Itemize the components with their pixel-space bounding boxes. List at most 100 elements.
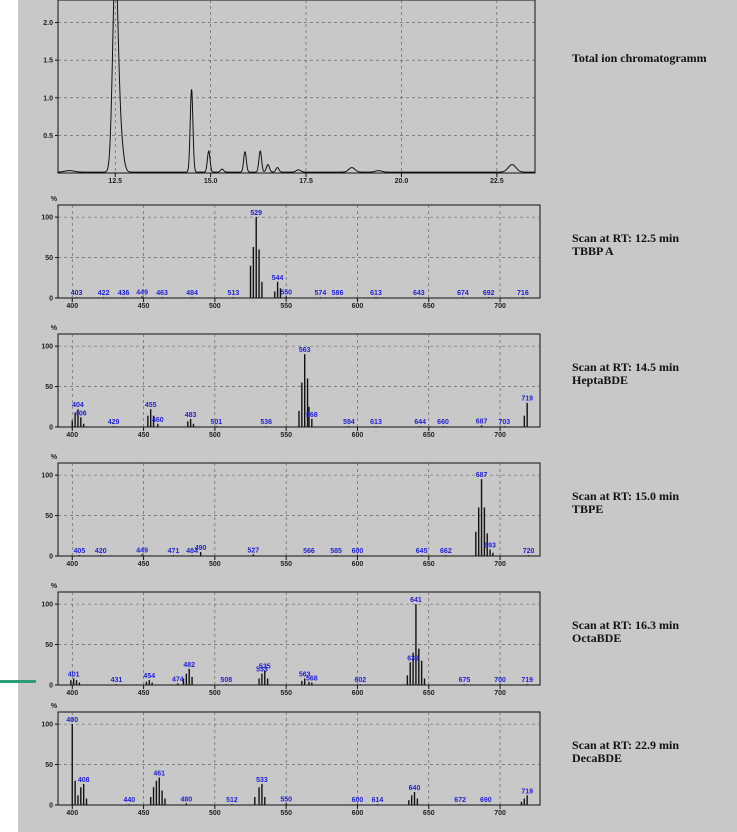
scan-12-5-x-tick-label: 400 xyxy=(66,303,78,310)
scan-22-9-x-tick-label: 400 xyxy=(66,810,78,817)
scan-15-0-x-tick-label: 650 xyxy=(423,561,435,568)
scan-22-9-plot-frame xyxy=(57,711,541,806)
scan-22-9-x-tick-label: 450 xyxy=(138,810,150,817)
scan-15-0-x-tick-label: 450 xyxy=(138,561,150,568)
tic-side-label: Total ion chromatogramm xyxy=(572,51,707,65)
scan-15-0-peak-label: 693 xyxy=(484,543,496,550)
scan-12-5-y-tick-label: 0 xyxy=(49,296,53,303)
tic-x-tick-label: 12.5 xyxy=(108,178,122,185)
scan-14-5-peak-label: 644 xyxy=(414,419,426,426)
scan-22-9-peak-label: 690 xyxy=(480,797,492,804)
scan-15-0-y-tick-label: 50 xyxy=(45,513,53,520)
scan-14-5-x-tick-label: 550 xyxy=(280,432,292,439)
scan-16-3-peak-label: 675 xyxy=(459,677,471,684)
scan-22-9-peak-label: 408 xyxy=(78,777,90,784)
scan-16-3-y-tick-label: 0 xyxy=(49,683,53,690)
scan-14-5-y-tick-label: 0 xyxy=(49,425,53,432)
scan-15-0-peak-label: 720 xyxy=(523,548,535,555)
tic-x-tick-label: 22.5 xyxy=(490,178,504,185)
scan-16-3-x-tick-label: 550 xyxy=(280,690,292,697)
scan-16-3-peak-label: 641 xyxy=(410,597,422,604)
scan-14-5-x-tick-label: 400 xyxy=(66,432,78,439)
scan-15-0-peak-label: 484 xyxy=(186,548,198,555)
scan-14-5-peak-label: 703 xyxy=(499,419,511,426)
scan-16-3-peak-label: 700 xyxy=(494,677,506,684)
scan-14-5-peak-label: 613 xyxy=(370,419,382,426)
scan-16-3-peak-label: 568 xyxy=(306,676,318,683)
scan-16-3-x-tick-label: 650 xyxy=(423,690,435,697)
scan-22-9-x-tick-label: 550 xyxy=(280,810,292,817)
scan-12-5-peak-label: 716 xyxy=(517,290,529,297)
tic-y-tick-label: 0.5 xyxy=(43,133,53,140)
scan-14-5-peak-label: 483 xyxy=(185,412,197,419)
scan-12-5-peak-label: 436 xyxy=(118,290,130,297)
scan-16-3-y-tick-label: 100 xyxy=(41,602,53,609)
scan-22-9-x-tick-label: 500 xyxy=(209,810,221,817)
scan-12-5-peak-label: 403 xyxy=(71,290,83,297)
scan-12-5-peak-label: 550 xyxy=(280,289,292,296)
scan-15-0-peak-label: 645 xyxy=(416,548,428,555)
accent-line xyxy=(0,680,36,683)
scan-14-5-peak-label: 660 xyxy=(437,419,449,426)
scan-14-5-peak-label: 687 xyxy=(476,418,488,425)
scan-15-0-peak-label: 600 xyxy=(352,548,364,555)
scan-12-5-peak-label: 643 xyxy=(413,290,425,297)
scan-22-9-peak-label: 614 xyxy=(372,797,384,804)
scan-22-9-peak-label: 533 xyxy=(256,777,268,784)
scan-22-9-y-tick-label: 50 xyxy=(45,762,53,769)
scan-14-5-side-label: Scan at RT: 14.5 min xyxy=(572,360,679,374)
scan-12-5-peak-label: 513 xyxy=(228,290,240,297)
scan-14-5-y-tick-label: 100 xyxy=(41,344,53,351)
scan-22-9-peak-label: 400 xyxy=(66,717,78,724)
scan-14-5-peak-label: 455 xyxy=(145,402,157,409)
scan-16-3-x-tick-label: 700 xyxy=(494,690,506,697)
scan-16-3-peak-label: 431 xyxy=(111,677,123,684)
scan-12-5-y-tick-label: 100 xyxy=(41,215,53,222)
scan-14-5-side-label: HeptaBDE xyxy=(572,373,628,387)
scan-14-5-peak-label: 563 xyxy=(299,347,311,354)
scan-16-3-peak-label: 602 xyxy=(354,677,366,684)
scan-12-5-peak-label: 463 xyxy=(156,290,168,297)
scan-14-5-y-axis-label: % xyxy=(51,325,58,332)
scan-15-0-peak-label: 490 xyxy=(195,545,207,552)
scan-15-0-x-tick-label: 550 xyxy=(280,561,292,568)
scan-14-5-peak-label: 568 xyxy=(306,412,318,419)
scan-12-5-peak-label: 692 xyxy=(483,290,495,297)
scan-16-3-peak-label: 535 xyxy=(259,663,271,670)
scan-16-3-peak-label: 454 xyxy=(143,673,155,680)
scan-14-5-x-tick-label: 650 xyxy=(423,432,435,439)
scan-12-5-peak-label: 422 xyxy=(98,290,110,297)
scan-12-5-x-tick-label: 550 xyxy=(280,303,292,310)
scan-22-9-peak-label: 512 xyxy=(226,797,238,804)
scan-22-9-peak-label: 672 xyxy=(454,797,466,804)
scan-12-5-y-axis-label: % xyxy=(51,196,58,203)
tic-x-tick-label: 20.0 xyxy=(395,178,409,185)
scan-15-0-peak-label: 527 xyxy=(248,547,260,554)
scan-14-5-peak-label: 594 xyxy=(343,419,355,426)
scan-12-5-y-tick-label: 50 xyxy=(45,255,53,262)
scan-12-5-plot-frame xyxy=(57,204,541,299)
scan-12-5-peak-label: 484 xyxy=(186,290,198,297)
scan-12-5-x-tick-label: 500 xyxy=(209,303,221,310)
scan-16-3-peak-label: 639 xyxy=(407,655,419,662)
scan-12-5-x-tick-label: 700 xyxy=(494,303,506,310)
scan-22-9-x-tick-label: 600 xyxy=(352,810,364,817)
scan-14-5-x-tick-label: 450 xyxy=(138,432,150,439)
scan-16-3-x-tick-label: 400 xyxy=(66,690,78,697)
scan-12-5-x-tick-label: 650 xyxy=(423,303,435,310)
scan-16-3-peak-label: 474 xyxy=(172,676,184,683)
scan-22-9-peak-label: 640 xyxy=(409,785,421,792)
scan-15-0-side-label: Scan at RT: 15.0 min xyxy=(572,489,679,503)
scan-15-0-peak-label: 449 xyxy=(136,547,148,554)
scan-15-0-x-tick-label: 500 xyxy=(209,561,221,568)
scan-14-5-peak-label: 404 xyxy=(72,402,84,409)
scan-15-0-peak-label: 405 xyxy=(74,548,86,555)
scan-12-5-side-label: TBBP A xyxy=(572,244,614,258)
scan-16-3-peak-label: 508 xyxy=(220,677,232,684)
scan-16-3-side-label: OctaBDE xyxy=(572,631,621,645)
scan-12-5-peak-label: 574 xyxy=(315,290,327,297)
tic-trace xyxy=(58,0,535,173)
scan-22-9-peak-label: 461 xyxy=(153,771,165,778)
figure-background xyxy=(18,0,737,832)
scan-14-5-peak-label: 460 xyxy=(152,417,164,424)
